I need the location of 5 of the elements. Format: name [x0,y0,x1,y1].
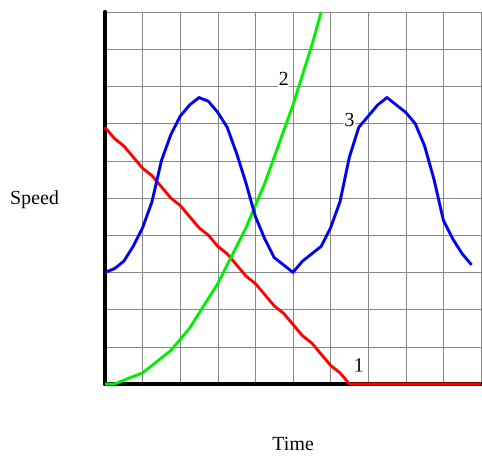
series-label: 3 [344,108,354,131]
y-axis-title: Speed [10,187,59,209]
x-axis-title: Time [272,433,314,455]
series-label: 2 [278,68,289,90]
series-label: 1 [354,354,364,376]
